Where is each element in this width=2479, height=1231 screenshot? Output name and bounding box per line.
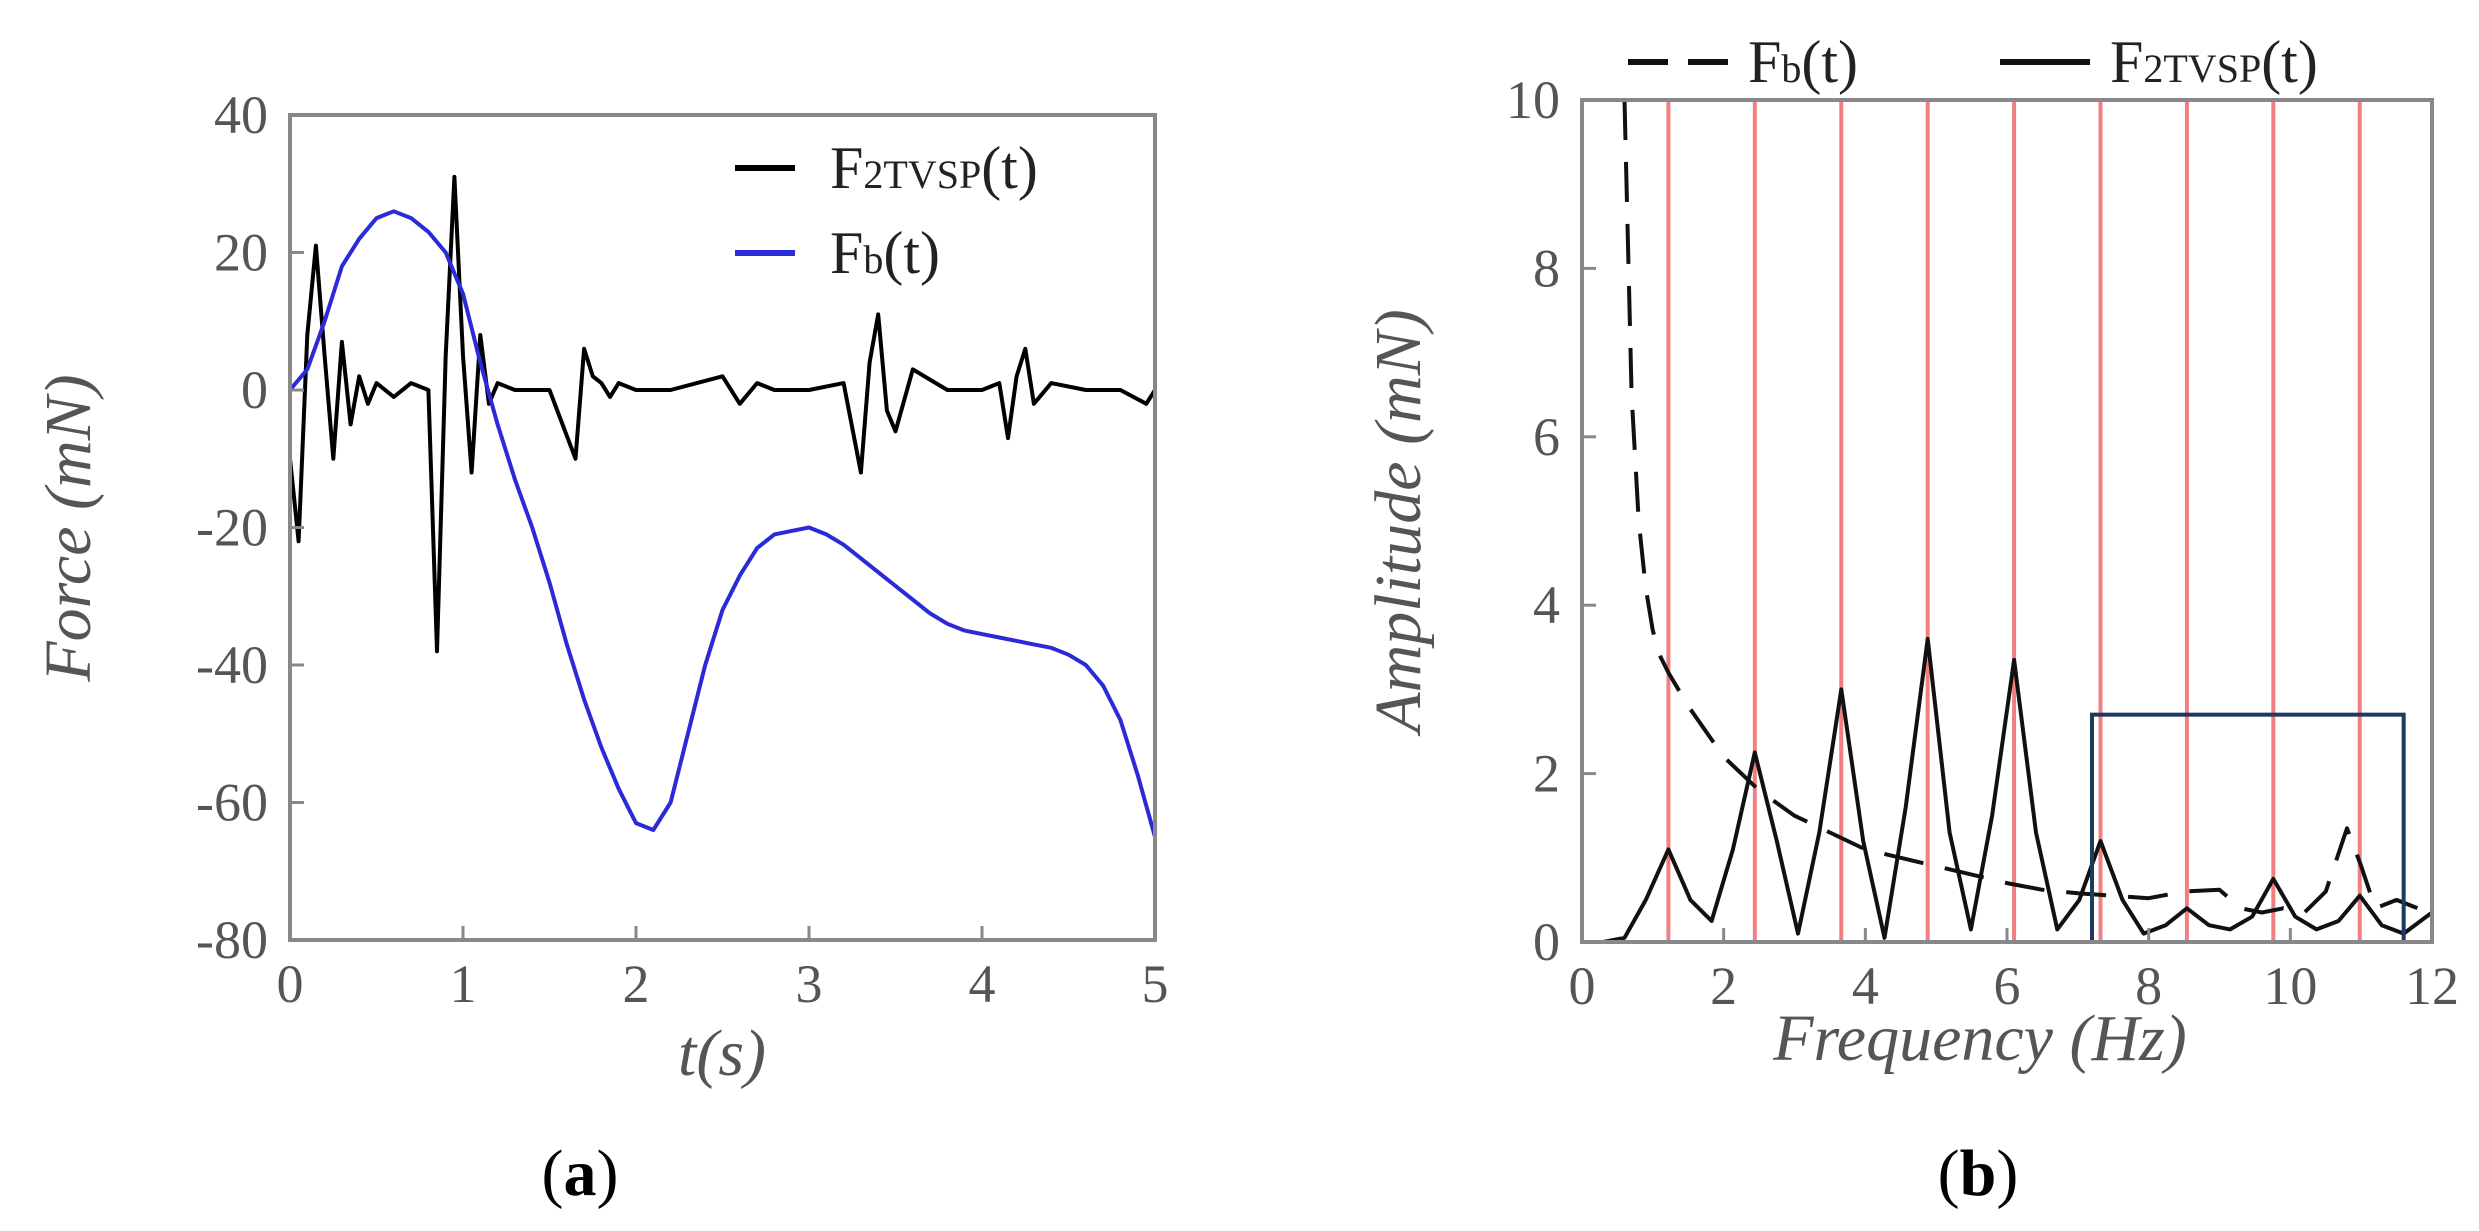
panel-b-label: (b) [1938, 1137, 2019, 1210]
chart-b-legend-label-f2tvsp: F2TVSP(t) [2110, 29, 2318, 95]
chart-a-ytick-label: -80 [196, 910, 268, 970]
chart-a-legend-label-fb: Fb(t) [830, 220, 940, 286]
chart-b-ytick-label: 0 [1533, 912, 1560, 972]
chart-a-xtick-label: 5 [1142, 954, 1169, 1014]
chart-a-xlabel: t(s) [678, 1017, 766, 1090]
chart-a-ytick-label: 20 [214, 223, 268, 283]
chart-b-ytick-label: 10 [1506, 70, 1560, 130]
chart-a-xtick-label: 3 [796, 954, 823, 1014]
chart-a-ytick-label: 40 [214, 85, 268, 145]
chart-b-xtick-label: 6 [1994, 956, 2021, 1016]
chart-b-xtick-label: 0 [1569, 956, 1596, 1016]
chart-b-ylabel: Amplitude (mN) [1362, 309, 1435, 736]
chart-b-xlabel: Frequency (Hz) [1772, 1002, 2187, 1075]
chart-a-xtick-label: 2 [623, 954, 650, 1014]
chart-b-plot-area [1582, 100, 2432, 944]
chart-a-series-fb-t- [290, 209, 1155, 838]
chart-b-ytick-label: 2 [1533, 744, 1560, 804]
chart-b: 0 2 4 6 8 10 12 10 8 6 4 2 0 Amplitude (mN) Frequenc… [1362, 29, 2459, 1210]
chart-a-ytick-label: -20 [196, 498, 268, 558]
chart-b-legend-label-fb: Fb(t) [1748, 29, 1858, 95]
chart-a-legend: F2TVSP(t) Fb(t) [735, 135, 1038, 286]
chart-a-ylabel: Force (mN) [32, 374, 105, 682]
chart-b-xtick-label: 8 [2135, 956, 2162, 1016]
chart-a-ytick-label: -40 [196, 635, 268, 695]
chart-a-frame [288, 113, 1157, 942]
chart-b-series-f2tvsp-t- [1582, 636, 2432, 942]
chart-b-xtick-label: 2 [1710, 956, 1737, 1016]
chart-b-frame [1580, 98, 2434, 944]
chart-b-ytick-label: 6 [1533, 407, 1560, 467]
chart-a-ytick-label: 0 [241, 360, 268, 420]
chart-a-ticks: 0 1 2 3 4 5 40 20 0 -20 -40 -60 -80 [196, 85, 1168, 1014]
chart-b-ticks: 0 2 4 6 8 10 12 10 8 6 4 2 0 [1506, 70, 2459, 1016]
chart-b-xtick-label: 10 [2263, 956, 2317, 1016]
chart-a-xtick-label: 4 [969, 954, 996, 1014]
chart-a-legend-label-f2tvsp: F2TVSP(t) [830, 135, 1038, 201]
chart-a-ytick-label: -60 [196, 773, 268, 833]
chart-b-ytick-label: 4 [1533, 575, 1560, 635]
chart-b-series-fb-t- [1622, 100, 2432, 915]
chart-a-xtick-label: 1 [450, 954, 477, 1014]
chart-b-legend: Fb(t) F2TVSP(t) [1628, 29, 2318, 95]
chart-a-plot-area [290, 174, 1155, 838]
chart-b-xtick-label: 12 [2405, 956, 2459, 1016]
chart-b-xtick-label: 4 [1852, 956, 1879, 1016]
chart-a-marks [290, 174, 1155, 838]
chart-b-marks [1582, 100, 2432, 942]
panel-a-label: (a) [542, 1137, 619, 1210]
chart-b-ytick-label: 8 [1533, 238, 1560, 298]
chart-a-series-f2tvsp-t- [290, 174, 1155, 654]
chart-a-xtick-label: 0 [277, 954, 304, 1014]
